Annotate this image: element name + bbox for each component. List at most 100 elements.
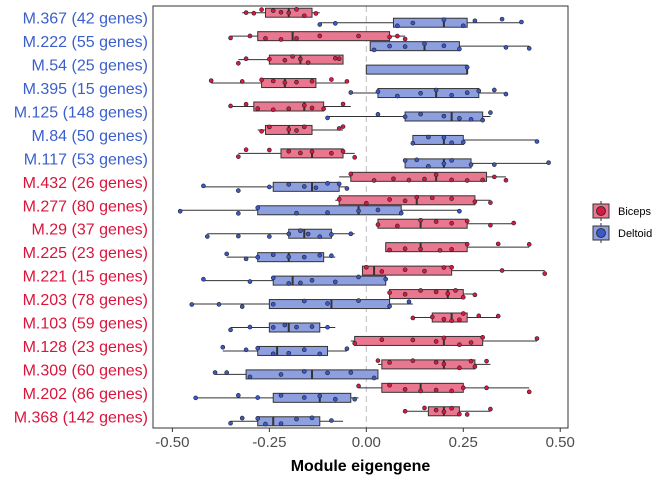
data-point-biceps xyxy=(499,268,505,273)
data-point-biceps xyxy=(352,340,357,346)
data-point-deltoid xyxy=(255,254,261,260)
data-point-deltoid xyxy=(460,139,466,145)
data-point-deltoid xyxy=(418,91,423,96)
data-point-biceps xyxy=(402,387,408,392)
data-point-deltoid xyxy=(332,279,338,285)
data-point-biceps xyxy=(294,7,299,12)
data-point-deltoid xyxy=(332,396,338,402)
data-point-biceps xyxy=(286,127,292,132)
data-point-biceps xyxy=(294,79,299,85)
data-point-deltoid xyxy=(344,346,350,352)
data-point-biceps xyxy=(449,405,454,411)
data-point-biceps xyxy=(387,360,392,365)
data-point-deltoid xyxy=(457,208,462,214)
data-point-biceps xyxy=(259,7,264,12)
data-point-deltoid xyxy=(441,17,447,22)
points-layer xyxy=(177,7,551,427)
box-deltoid xyxy=(222,345,347,356)
data-point-deltoid xyxy=(255,205,261,211)
y-tick-label: M.367 (42 genes) xyxy=(23,11,148,28)
data-point-deltoid xyxy=(325,115,330,121)
data-point-biceps xyxy=(298,56,303,62)
x-tick-label: -0.25 xyxy=(252,434,286,451)
data-point-deltoid xyxy=(189,302,195,307)
box-deltoid xyxy=(230,416,344,427)
data-point-biceps xyxy=(410,337,416,343)
data-point-biceps xyxy=(410,358,416,363)
data-point-deltoid xyxy=(325,210,330,215)
legend-item-deltoid: Deltoid xyxy=(592,223,652,243)
data-point-biceps xyxy=(488,222,493,228)
data-point-biceps xyxy=(290,54,295,59)
boxes-layer xyxy=(180,7,549,427)
box-deltoid xyxy=(327,111,491,122)
data-point-biceps xyxy=(375,358,381,363)
y-tick-label: M.309 (60 genes) xyxy=(23,362,148,379)
data-point-deltoid xyxy=(546,160,551,165)
data-point-biceps xyxy=(534,336,540,341)
data-point-biceps xyxy=(449,220,454,226)
data-point-deltoid xyxy=(480,117,485,123)
data-point-deltoid xyxy=(278,421,284,426)
data-point-biceps xyxy=(329,77,334,82)
data-point-deltoid xyxy=(267,184,272,190)
data-point-deltoid xyxy=(460,23,466,29)
data-point-biceps xyxy=(402,36,408,42)
box-deltoid xyxy=(369,41,530,52)
box-iqr xyxy=(257,205,402,216)
data-point-deltoid xyxy=(270,252,276,258)
data-point-biceps xyxy=(433,289,439,295)
data-point-biceps xyxy=(391,176,396,182)
y-tick-label: M.432 (26 genes) xyxy=(23,175,148,192)
data-point-biceps xyxy=(375,222,381,227)
y-tick-label: M.125 (148 genes) xyxy=(14,105,148,122)
box-iqr xyxy=(389,289,464,300)
data-point-biceps xyxy=(395,33,400,39)
y-tick-label: M.222 (55 genes) xyxy=(23,34,148,51)
data-point-biceps xyxy=(488,200,493,205)
data-point-biceps xyxy=(282,80,288,85)
data-point-deltoid xyxy=(402,44,408,49)
y-tick-label: M.84 (50 genes) xyxy=(31,128,148,145)
data-point-biceps xyxy=(484,385,489,391)
y-tick-label: M.117 (53 genes) xyxy=(24,151,148,168)
data-point-biceps xyxy=(441,335,447,341)
data-point-deltoid xyxy=(309,278,315,283)
data-point-biceps xyxy=(301,103,307,108)
data-point-biceps xyxy=(480,335,485,340)
data-point-biceps xyxy=(495,241,501,247)
data-point-deltoid xyxy=(329,232,334,237)
data-point-deltoid xyxy=(193,395,198,401)
data-point-deltoid xyxy=(348,231,354,237)
data-point-biceps xyxy=(364,265,369,270)
data-point-deltoid xyxy=(348,370,354,375)
box-iqr xyxy=(392,17,468,28)
data-point-deltoid xyxy=(534,139,540,144)
box-iqr xyxy=(385,242,468,253)
data-point-biceps xyxy=(356,33,361,39)
data-point-deltoid xyxy=(286,182,292,187)
data-point-biceps xyxy=(476,313,482,319)
data-point-deltoid xyxy=(325,370,330,376)
x-axis: -0.50 -0.25 0.00 0.25 0.50 xyxy=(155,428,575,451)
box-deltoid xyxy=(365,64,469,75)
data-point-biceps xyxy=(340,101,346,107)
box-iqr xyxy=(257,345,329,356)
data-point-biceps xyxy=(488,406,493,412)
data-point-deltoid xyxy=(519,19,524,25)
data-point-biceps xyxy=(418,288,423,293)
data-point-deltoid xyxy=(309,324,315,329)
data-point-biceps xyxy=(286,10,292,16)
data-point-deltoid xyxy=(441,161,447,166)
box-deltoid xyxy=(412,134,537,145)
data-point-biceps xyxy=(364,200,369,206)
box-biceps xyxy=(335,195,491,206)
data-point-deltoid xyxy=(414,157,420,163)
data-point-deltoid xyxy=(224,370,229,375)
data-point-biceps xyxy=(340,124,346,129)
plot-panel-border xyxy=(152,5,569,429)
data-point-deltoid xyxy=(406,299,412,305)
data-point-biceps xyxy=(449,177,454,183)
x-tick-label: 0.50 xyxy=(546,434,575,451)
